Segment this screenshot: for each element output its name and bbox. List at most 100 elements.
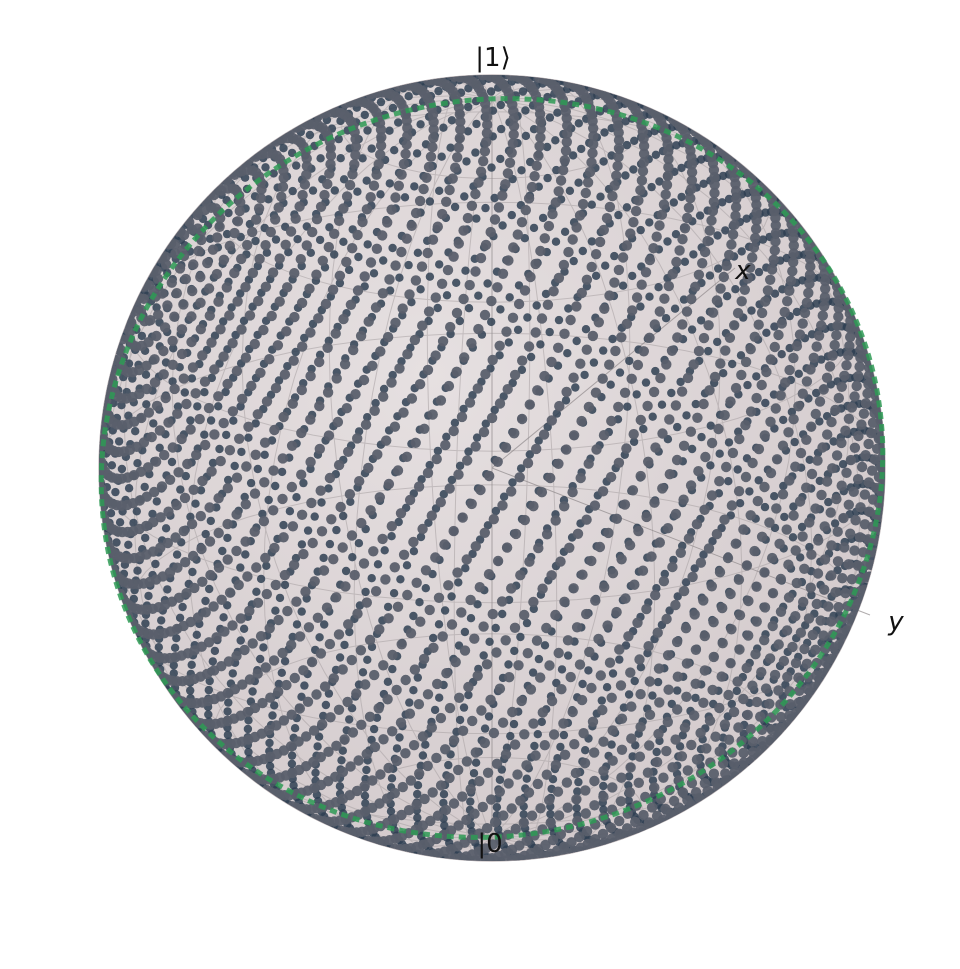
state-point [793,401,804,412]
state-point [751,696,763,708]
state-point [626,373,637,384]
state-point [529,223,539,233]
state-point [410,275,422,286]
state-point [364,634,376,646]
state-point [376,97,386,107]
state-point [425,460,434,470]
state-point [242,571,253,582]
state-point [227,620,238,631]
state-point [811,341,822,352]
state-point [597,704,608,716]
state-point [293,235,302,244]
state-point [498,810,509,821]
state-point [689,710,700,721]
state-point [427,141,438,153]
state-point [753,319,764,330]
state-point [736,351,746,360]
state-point [231,365,243,377]
state-point [377,533,388,545]
state-point [214,402,223,411]
state-point [589,500,601,511]
state-point [179,492,191,504]
state-point [858,408,870,419]
state-point [604,290,615,301]
state-point [832,526,843,537]
state-point [816,489,827,501]
state-point [557,665,567,674]
state-point [471,758,481,767]
state-point [794,369,803,378]
state-point [672,704,683,715]
state-point [683,202,695,213]
state-point [805,582,816,593]
state-point [369,724,379,734]
state-point [401,451,413,462]
state-point [460,192,469,201]
state-point [743,630,754,641]
state-point [662,170,674,182]
state-point [512,769,523,780]
state-point [781,625,793,636]
state-point [206,416,216,425]
state-point [152,273,164,284]
state-point [416,761,425,770]
state-point [289,311,300,323]
state-point [204,310,215,321]
state-point [537,707,548,718]
state-point [458,293,469,305]
state-point [649,782,660,793]
state-point [443,580,454,591]
state-point [375,140,387,151]
state-point [639,424,648,434]
state-point [844,340,855,352]
state-point [398,407,409,418]
state-point [855,502,866,513]
state-point [386,807,396,816]
state-point [654,220,665,231]
state-point [324,472,336,484]
state-point [497,717,509,728]
state-point [441,668,452,679]
state-point [808,352,819,363]
state-point [347,169,358,180]
state-point [561,136,572,148]
state-point [713,423,724,435]
state-point [297,341,308,352]
state-point [141,619,150,628]
state-point [635,414,646,426]
state-point [531,635,543,646]
state-point [577,569,588,580]
state-point [197,475,208,487]
state-point [653,677,663,687]
state-point [637,565,649,576]
state-point [274,679,284,689]
state-point [222,554,233,565]
state-point [269,542,280,554]
state-point [267,267,279,278]
state-point [724,477,733,486]
state-point [510,646,519,656]
state-point [500,442,512,453]
state-point [737,247,746,256]
state-point [444,184,455,196]
state-point [806,549,817,560]
state-point [369,269,379,278]
state-point [653,728,664,740]
state-point [258,516,270,527]
state-point [586,555,597,567]
state-point [215,455,226,467]
state-point [270,382,282,394]
state-point [358,668,368,677]
state-point [661,359,672,370]
state-point [260,240,271,251]
state-point [241,550,250,559]
state-point [490,193,499,203]
state-point [234,433,245,444]
state-point [655,372,666,384]
state-point [261,588,272,600]
state-point [444,483,455,494]
state-point [422,364,434,376]
state-point [380,546,389,555]
state-point [224,240,235,252]
state-point [444,760,453,770]
